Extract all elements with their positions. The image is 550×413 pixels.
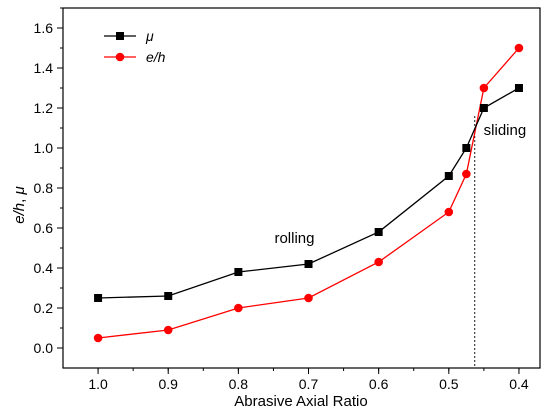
series-mu xyxy=(94,84,523,302)
data-point-square xyxy=(304,260,313,268)
data-point-circle xyxy=(304,293,313,303)
y-tick-label: 1.0 xyxy=(34,140,54,156)
plot-border xyxy=(62,7,541,369)
data-point-circle xyxy=(479,83,489,93)
x-tick-label: 0.4 xyxy=(509,376,529,392)
y-tick-label: 0.8 xyxy=(34,180,54,196)
data-point-square xyxy=(374,228,383,236)
legend-item: μ xyxy=(104,28,154,44)
annotation-label: sliding xyxy=(484,122,527,139)
y-axis-title: e/h, μ xyxy=(11,186,28,223)
data-point-circle xyxy=(462,169,471,179)
y-tick-label: 0.4 xyxy=(34,260,54,276)
legend-label: μ xyxy=(145,28,154,44)
data-point-square xyxy=(444,172,453,180)
data-point-circle xyxy=(163,325,173,335)
data-point-square xyxy=(479,104,488,112)
legend-label: e/h xyxy=(146,49,166,65)
data-point-circle xyxy=(514,43,524,53)
x-axis-title: Abrasive Axial Ratio xyxy=(234,393,367,410)
legend-item: e/h xyxy=(104,49,166,65)
data-point-square xyxy=(462,144,471,152)
x-axis: 1.0 0.9 0.8 0.7 0.6 0.5 0.4 xyxy=(88,368,529,392)
data-point-circle xyxy=(444,207,454,217)
data-point-circle xyxy=(374,257,383,267)
x-tick-label: 1.0 xyxy=(88,376,108,392)
x-tick-label: 0.5 xyxy=(439,376,459,392)
data-point-circle xyxy=(234,303,243,313)
y-axis-title-part: e/h xyxy=(11,203,28,224)
legend: μ e/h xyxy=(104,28,166,65)
x-tick-label: 0.8 xyxy=(229,376,249,392)
data-point-square xyxy=(514,84,523,92)
series-e-over-h xyxy=(93,43,524,343)
data-point-square xyxy=(234,268,243,276)
y-tick-label: 0.6 xyxy=(34,220,54,236)
x-tick-label: 0.9 xyxy=(158,376,178,392)
data-point-square xyxy=(164,292,173,300)
x-tick-label: 0.7 xyxy=(299,376,319,392)
data-point-circle xyxy=(93,333,103,343)
y-tick-label: 1.2 xyxy=(34,100,54,116)
y-tick-label: 0.2 xyxy=(34,300,54,316)
legend-marker-circle xyxy=(115,52,125,62)
y-tick-label: 1.6 xyxy=(34,20,54,36)
y-axis-title-part: μ xyxy=(11,186,28,195)
annotation-label: rolling xyxy=(274,230,314,247)
y-axis: 0.0 0.2 0.4 0.6 0.8 1.0 1.2 1.4 1.6 xyxy=(34,7,63,356)
series-layer xyxy=(93,43,524,343)
annotations: rolling sliding xyxy=(274,122,526,247)
y-tick-label: 1.4 xyxy=(34,60,54,76)
y-tick-label: 0.0 xyxy=(34,340,54,356)
data-point-square xyxy=(94,294,103,302)
legend-marker-square xyxy=(116,32,124,40)
plot-frame xyxy=(62,7,541,369)
y-axis-title-part: , xyxy=(11,195,28,203)
x-tick-label: 0.6 xyxy=(369,376,389,392)
